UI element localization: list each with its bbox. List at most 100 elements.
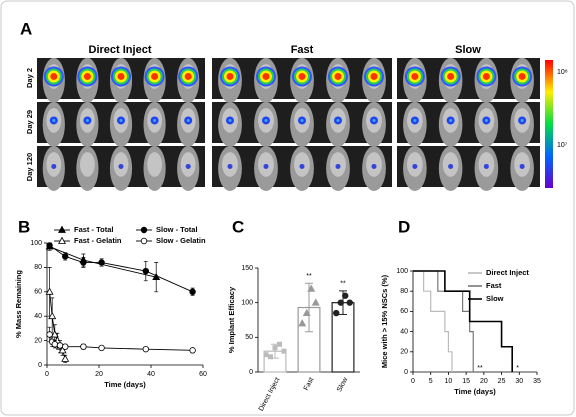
x-axis-label: Time (days) bbox=[454, 387, 496, 396]
y-tick-label: 60 bbox=[400, 308, 408, 315]
mouse-head bbox=[80, 152, 95, 177]
bioluminescence-images bbox=[37, 57, 540, 191]
signal bbox=[519, 163, 525, 169]
signal bbox=[119, 118, 123, 122]
x-tick-label: 10 bbox=[445, 378, 453, 385]
x-tick-label: 35 bbox=[533, 378, 541, 385]
survival-step bbox=[413, 270, 513, 372]
legend-label: Direct Inject bbox=[486, 268, 529, 277]
row-header: Day 2 bbox=[25, 68, 34, 88]
signal bbox=[411, 72, 419, 80]
signal bbox=[518, 72, 526, 80]
colorbar-label: 10⁸ bbox=[557, 69, 568, 76]
legend-label: Fast bbox=[486, 281, 502, 290]
legend-label: Slow bbox=[486, 294, 504, 303]
data-point bbox=[272, 345, 278, 351]
signal bbox=[184, 72, 192, 80]
data-point bbox=[302, 308, 311, 316]
data-point bbox=[189, 347, 196, 354]
data-point bbox=[80, 343, 87, 350]
colorbar-label: 10⁷ bbox=[557, 142, 568, 149]
signal bbox=[413, 118, 417, 122]
data-point bbox=[263, 352, 269, 358]
signal bbox=[483, 163, 489, 169]
data-point bbox=[98, 259, 105, 266]
panel-label: A bbox=[20, 19, 32, 38]
legend-label: Fast - Gelatin bbox=[74, 236, 122, 245]
signal bbox=[263, 163, 269, 169]
legend-marker bbox=[58, 225, 66, 233]
panel-label: B bbox=[18, 217, 30, 236]
data-point bbox=[80, 259, 87, 266]
data-point bbox=[50, 330, 59, 338]
data-point bbox=[142, 345, 149, 353]
x-tick-label: 25 bbox=[498, 378, 506, 385]
data-point bbox=[346, 299, 353, 306]
data-point bbox=[333, 309, 340, 317]
row-header: Day 29 bbox=[25, 110, 34, 134]
significance: ** bbox=[477, 365, 483, 372]
y-tick-label: 20 bbox=[34, 337, 42, 344]
data-point bbox=[46, 242, 53, 249]
x-tick-label: 5 bbox=[429, 378, 433, 385]
signal bbox=[482, 72, 490, 80]
y-tick-label: 40 bbox=[34, 313, 42, 320]
legend-label: Slow - Total bbox=[156, 225, 198, 234]
signal bbox=[228, 118, 232, 122]
colorbar bbox=[545, 60, 553, 188]
signal bbox=[83, 72, 91, 80]
signal bbox=[51, 163, 57, 169]
y-tick-label: 100 bbox=[396, 268, 408, 275]
legend-label: Fast - Total bbox=[74, 225, 113, 234]
data-point bbox=[46, 331, 53, 338]
signal bbox=[335, 163, 341, 169]
data-point bbox=[51, 341, 58, 348]
signal bbox=[151, 72, 159, 80]
legend-marker bbox=[58, 236, 66, 244]
signal bbox=[226, 72, 234, 80]
signal bbox=[370, 72, 378, 80]
signal bbox=[336, 118, 340, 122]
signal bbox=[118, 163, 124, 169]
survival-step bbox=[413, 270, 474, 372]
signal bbox=[185, 163, 191, 169]
signal bbox=[298, 72, 306, 80]
legend-marker bbox=[140, 226, 148, 234]
column-header: Slow bbox=[455, 44, 481, 56]
x-tick-label: 0 bbox=[411, 378, 415, 385]
data-point bbox=[98, 344, 105, 352]
x-axis-label: Time (days) bbox=[104, 380, 146, 389]
signal bbox=[447, 72, 455, 80]
y-tick-label: 0 bbox=[404, 369, 408, 376]
signal bbox=[153, 118, 157, 122]
y-axis-label: % Mass Remaining bbox=[14, 270, 23, 338]
x-tick-label: 60 bbox=[199, 371, 207, 378]
column-header: Direct Inject bbox=[89, 44, 152, 56]
data-point bbox=[142, 267, 149, 275]
signal bbox=[412, 163, 418, 169]
data-point bbox=[342, 292, 349, 299]
data-point bbox=[45, 287, 54, 295]
x-tick-label: 20 bbox=[95, 371, 103, 378]
legend-marker bbox=[140, 237, 148, 245]
data-point bbox=[307, 284, 316, 292]
data-point bbox=[61, 343, 69, 350]
signal bbox=[372, 118, 376, 122]
data-point bbox=[281, 348, 287, 354]
signal bbox=[50, 72, 58, 80]
signal bbox=[262, 72, 270, 80]
legend-label: Slow - Gelatin bbox=[156, 236, 206, 245]
data-point bbox=[311, 298, 320, 306]
y-tick-label: 0 bbox=[38, 362, 42, 369]
y-tick-label: 20 bbox=[400, 349, 408, 356]
y-axis-label: Mice with > 15% NSCs (%) bbox=[380, 274, 389, 368]
x-tick-label: 0 bbox=[45, 371, 49, 378]
significance: ** bbox=[340, 281, 346, 288]
y-tick-label: 60 bbox=[34, 289, 42, 296]
data-point bbox=[268, 354, 273, 360]
y-tick-label: 100 bbox=[241, 300, 253, 307]
y-tick-label: 0 bbox=[249, 369, 253, 376]
signal bbox=[371, 163, 377, 169]
column-header: Fast bbox=[291, 44, 314, 56]
